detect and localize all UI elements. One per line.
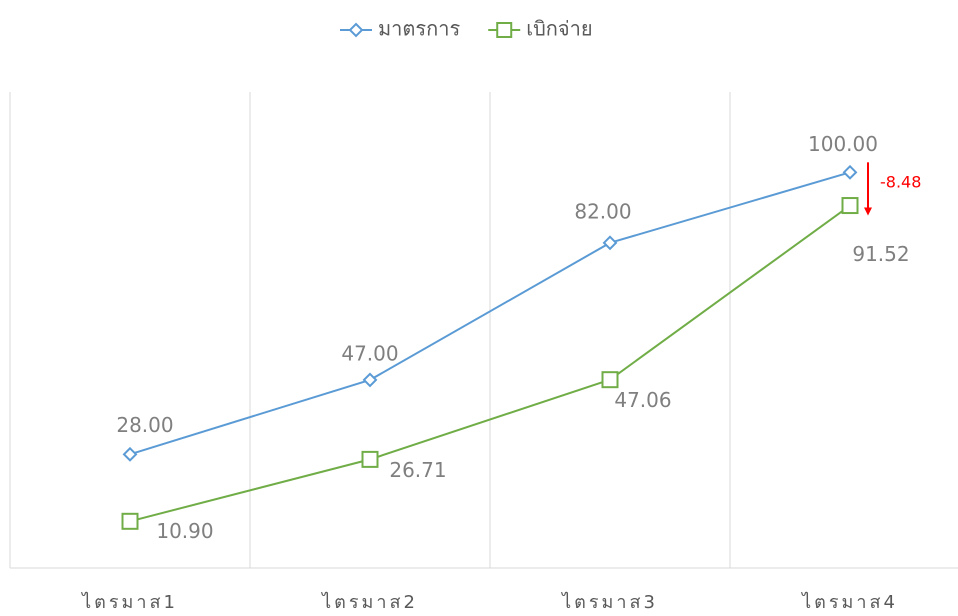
point-marker [362, 372, 378, 388]
point-marker [602, 235, 618, 251]
x-tick-label: ไตรมาส3 [560, 591, 658, 612]
x-tick-label: ไตรมาส1 [80, 591, 178, 612]
legend-marker [348, 22, 364, 38]
point-marker [361, 450, 379, 468]
data-label: 91.52 [852, 242, 909, 266]
legend-marker [496, 22, 513, 38]
x-tick-label: ไตรมาส4 [800, 591, 898, 612]
data-label: 82.00 [574, 199, 631, 223]
legend-label: เบิกจ่าย [526, 17, 592, 41]
legend: มาตรการ เบิกจ่าย [340, 17, 593, 41]
point-marker [841, 197, 859, 215]
data-label: 47.06 [614, 388, 671, 412]
point-marker [601, 371, 619, 389]
series-line [129, 204, 851, 523]
data-label: 26.71 [389, 458, 446, 482]
annotation-label: -8.48 [880, 172, 921, 191]
point-marker [842, 164, 858, 180]
data-label: 100.00 [808, 132, 878, 156]
series-line [129, 171, 851, 456]
legend-label: มาตรการ [378, 17, 460, 41]
point-marker [122, 446, 138, 462]
point-marker [121, 512, 139, 530]
data-label: 10.90 [156, 519, 213, 543]
x-tick-label: ไตรมาส2 [320, 591, 418, 612]
data-label: 28.00 [116, 413, 173, 437]
data-label: 47.00 [341, 341, 398, 365]
